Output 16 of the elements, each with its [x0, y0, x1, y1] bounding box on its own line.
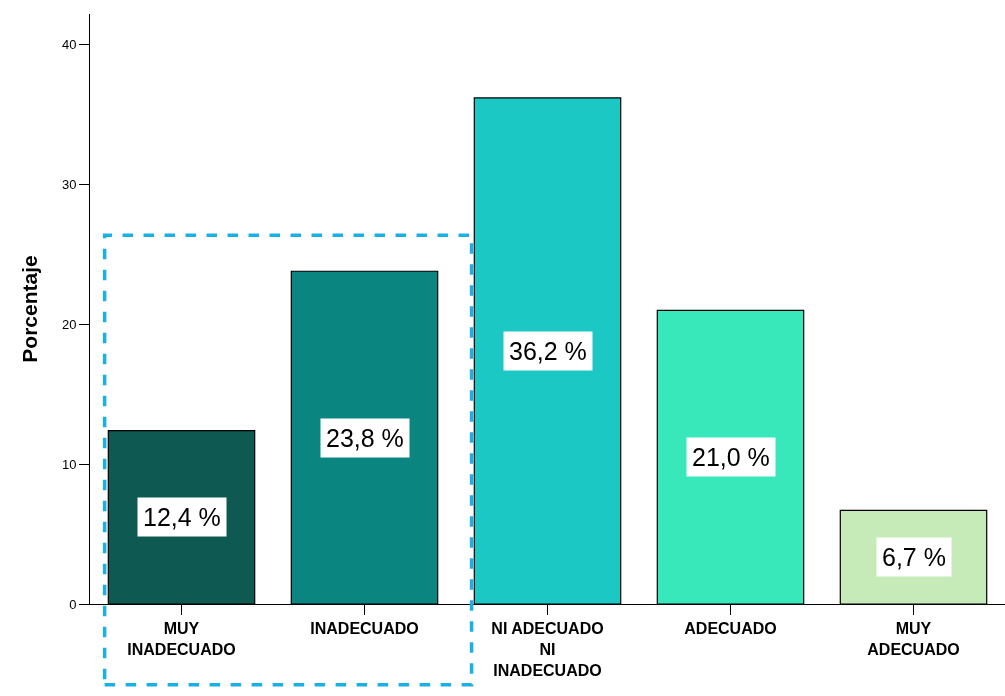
data-label: 12,4 % [143, 503, 221, 531]
data-label: 23,8 % [326, 424, 404, 452]
data-label: 36,2 % [509, 337, 587, 365]
y-tick-label: 30 [61, 177, 77, 193]
y-axis-title: Porcentaje [18, 255, 42, 363]
x-tick-label: MUY INADECUADO [127, 620, 236, 658]
y-tick-label: 0 [69, 596, 77, 612]
x-tick-label: MUY ADECUADO [867, 620, 960, 658]
data-label: 6,7 % [882, 543, 946, 571]
x-tick-label: ADECUADO [684, 620, 777, 638]
y-tick-label: 40 [61, 37, 77, 53]
data-label: 21,0 % [692, 443, 770, 471]
y-tick-label: 10 [61, 456, 77, 472]
x-tick-label: NI ADECUADO NI INADECUADO [491, 620, 604, 679]
y-tick-label: 20 [61, 316, 77, 332]
x-tick-label: INADECUADO [310, 620, 419, 638]
